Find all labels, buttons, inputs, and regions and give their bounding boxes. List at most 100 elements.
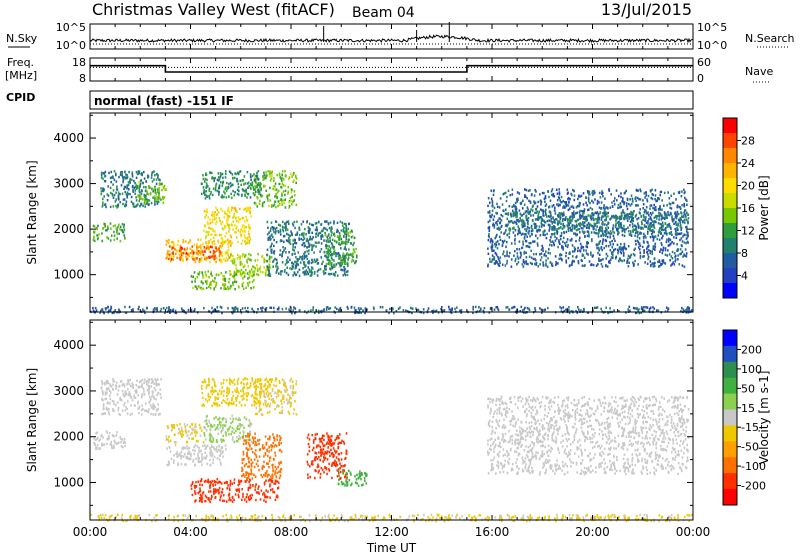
data-cell [344,230,346,233]
data-cell [224,259,227,262]
data-cell [642,227,644,230]
data-cell [207,222,209,226]
data-cell [180,246,182,249]
data-cell [575,309,577,313]
data-cell [651,228,654,232]
data-cell [551,228,553,231]
data-cell [103,188,105,191]
data-cell [643,224,646,227]
data-cell [517,261,520,264]
data-cell [558,226,561,230]
data-cell [663,191,666,195]
data-cell [601,191,604,195]
data-cell [642,232,645,236]
data-cell [563,204,565,208]
data-cell [103,172,106,175]
data-cell [217,310,220,313]
data-cell [347,234,350,237]
data-cell [218,454,221,457]
data-cell [263,266,266,269]
data-cell [262,306,264,309]
data-cell [196,246,198,249]
data-cell [228,278,231,281]
data-cell [312,306,315,309]
data-cell [514,250,516,253]
data-cell [525,256,528,259]
data-cell [209,245,212,248]
data-cell [128,383,131,386]
data-cell [311,258,313,262]
data-cell [96,444,99,447]
data-cell [135,383,138,387]
data-cell [349,231,351,234]
data-cell [243,271,245,274]
data-cell [498,259,501,262]
data-cell [101,380,103,383]
colorbar-tick-label: 12 [741,225,755,238]
data-cell [673,236,675,239]
data-cell [583,256,586,259]
data-cell [133,179,135,183]
data-cell [217,248,219,251]
data-cell [249,210,251,213]
data-cell [226,187,229,190]
data-cell [130,200,133,203]
noise-right-label: N.Search [745,32,795,45]
data-cell [441,306,443,309]
data-cell [225,271,227,274]
data-cell [646,262,649,265]
data-cell [551,262,553,265]
data-cell [240,274,243,277]
data-cell [288,308,290,311]
data-cell [339,261,342,264]
data-cell [548,229,550,232]
data-cell [685,226,687,229]
data-cell [567,191,569,194]
data-cell [216,220,218,223]
data-cell [591,199,593,203]
data-cell [662,228,665,232]
data-cell [100,176,103,179]
data-cell [298,257,301,260]
data-cell [251,174,254,178]
data-cell [574,219,577,223]
data-cell [526,228,528,231]
data-cell [545,262,547,265]
data-cell [153,178,155,181]
data-cell [611,205,614,208]
data-cell [166,252,168,255]
data-cell [109,397,112,401]
data-cell [267,170,269,173]
data-cell [161,188,163,192]
data-cell [501,263,504,266]
data-cell [602,215,605,218]
data-cell [568,223,571,227]
data-cell [175,453,178,456]
data-cell [274,182,277,185]
data-cell [109,391,112,394]
data-cell [624,191,626,194]
data-cell [144,409,146,412]
data-cell [526,197,528,200]
data-cell [679,225,682,229]
data-cell [343,222,346,226]
data-cell [188,254,191,258]
data-cell [270,171,273,175]
data-cell [678,263,681,266]
data-cell [682,235,684,238]
data-cell [226,213,229,216]
data-cell [323,269,325,273]
data-cell [138,305,140,309]
data-cell [599,211,601,215]
data-cell [512,221,515,225]
data-cell [128,170,130,174]
data-cell [615,222,617,225]
data-cell [102,201,104,204]
data-cell [629,204,632,207]
data-cell [153,188,155,191]
data-cell [127,393,130,396]
data-cell [639,231,641,234]
data-cell [182,238,185,242]
data-cell [145,189,148,192]
data-cell [141,393,144,396]
